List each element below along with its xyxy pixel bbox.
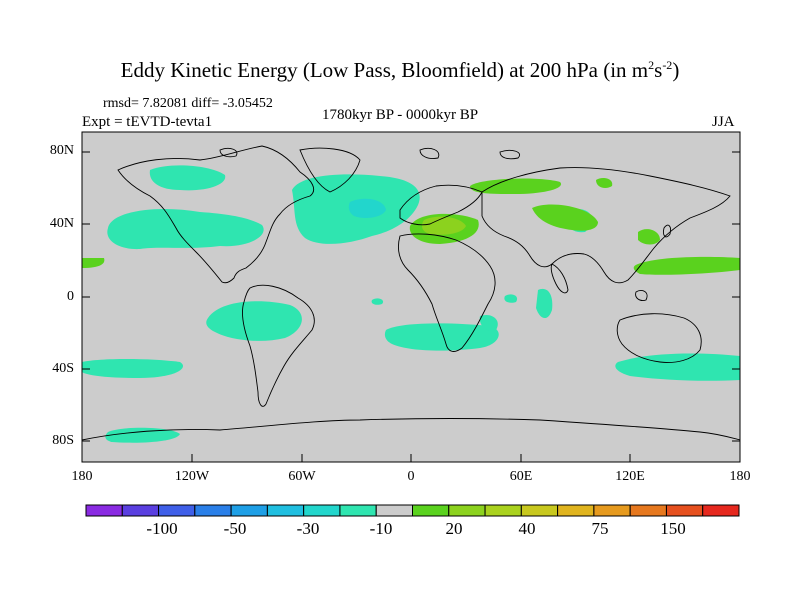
colorbar-label-5: 20 <box>445 519 463 538</box>
contour-west-pacific <box>633 256 740 275</box>
colorbar-box <box>303 504 341 517</box>
contour-atlantic-core <box>348 198 386 218</box>
x-label-60w: 60W <box>288 469 316 484</box>
colorbar-box <box>593 504 631 517</box>
x-label-180w: 180 <box>71 469 93 484</box>
colorbar-box <box>158 504 196 517</box>
colorbar-label-2: -50 <box>223 519 247 538</box>
contour-siberia <box>470 178 562 194</box>
colorbar-box <box>230 504 268 517</box>
x-label-120e: 120E <box>615 469 645 484</box>
colorbar-box <box>448 504 486 517</box>
y-label-80n: 80N <box>49 143 74 158</box>
colorbar-box <box>339 504 377 517</box>
colorbar-box <box>484 504 522 517</box>
colorbar-label-8: 150 <box>660 519 686 538</box>
contour-south-pacific <box>206 301 302 341</box>
colorbar-box <box>194 504 232 517</box>
colorbar-label-3: -30 <box>296 519 320 538</box>
colorbar-label-4: -10 <box>369 519 393 538</box>
contour-indian <box>536 288 553 319</box>
y-label-0: 0 <box>67 289 74 304</box>
contour-fields <box>82 145 740 443</box>
contour-atlantic-south-patch <box>479 314 498 332</box>
colorbar-box <box>702 504 740 517</box>
x-label-60e: 60E <box>509 469 533 484</box>
contour-southern-indian-pacific <box>615 353 740 381</box>
y-ticks <box>82 151 740 442</box>
colorbar-label-1: -100 <box>146 519 178 538</box>
colorbar-box <box>266 504 305 517</box>
contour-north-pacific <box>107 208 264 250</box>
colorbar-box <box>85 504 123 517</box>
contour-east-pacific-north <box>149 165 226 191</box>
contour-central-asia <box>532 204 598 231</box>
contour-south-atlantic <box>384 323 499 351</box>
colorbar-box <box>629 504 667 517</box>
contour-small-2 <box>504 294 518 303</box>
colorbar-box <box>557 504 595 517</box>
colorbar-box <box>665 504 704 517</box>
y-label-80s: 80S <box>52 433 74 448</box>
colorbar-box <box>121 504 160 517</box>
stats-text: rmsd= 7.82081 diff= -3.05452 <box>103 96 273 111</box>
contour-far-south <box>105 427 180 443</box>
contour-east-asia <box>638 229 660 245</box>
colorbar-box <box>412 504 450 517</box>
experiment-label: Expt = tEVTD-tevta1 <box>82 114 213 130</box>
colorbar-box <box>520 504 559 517</box>
y-label-40n: 40N <box>49 216 74 231</box>
y-label-40s: 40S <box>52 361 74 376</box>
x-ticks <box>81 454 741 462</box>
contour-dateline-west <box>82 258 105 268</box>
contour-small-1 <box>371 298 384 305</box>
contour-south-tip-west <box>82 359 184 378</box>
colorbar <box>85 504 740 517</box>
x-label-0: 0 <box>407 469 415 484</box>
colorbar-label-7: 75 <box>591 519 609 538</box>
contour-mediterranean-core <box>422 216 466 235</box>
coastlines <box>82 145 740 441</box>
contour-asia-north <box>596 178 613 188</box>
plot-title: Eddy Kinetic Energy (Low Pass, Bloomfiel… <box>120 58 680 82</box>
season-label: JJA <box>712 114 735 130</box>
x-label-120w: 120W <box>174 469 210 484</box>
period-label: 1780kyr BP - 0000kyr BP <box>322 107 479 123</box>
colorbar-box <box>375 504 413 517</box>
x-label-180e: 180 <box>729 469 751 484</box>
colorbar-label-6: 40 <box>518 519 536 538</box>
